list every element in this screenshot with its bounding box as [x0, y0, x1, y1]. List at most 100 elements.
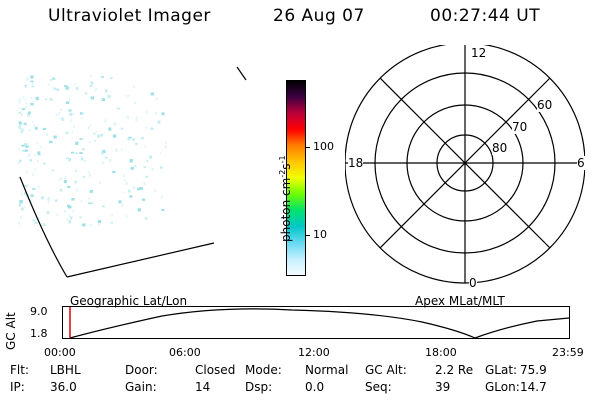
- speckle: [122, 174, 125, 178]
- unit-exp-s: -1: [278, 155, 287, 164]
- colorbar: [286, 80, 306, 276]
- speckle: [20, 192, 23, 195]
- speckle: [18, 176, 20, 179]
- speckle: [116, 107, 120, 110]
- speckle: [150, 92, 155, 96]
- speckle: [49, 140, 53, 144]
- status-value-9: 14.7: [520, 380, 547, 394]
- speckle: [54, 87, 57, 90]
- speckle: [81, 112, 84, 115]
- speckle: [113, 123, 116, 125]
- status-label-6: Gain:: [125, 380, 157, 394]
- time-tick-1800: 18:00: [425, 346, 457, 359]
- speckle: [87, 126, 91, 130]
- colorbar-tick-100: [306, 147, 310, 148]
- speckle: [68, 214, 70, 217]
- speckle: [52, 86, 55, 91]
- mlat-label-70: 70: [512, 120, 528, 134]
- speckle: [75, 169, 78, 172]
- speckle: [31, 85, 35, 88]
- status-label-5: IP:: [10, 380, 25, 394]
- speckle: [73, 126, 76, 128]
- speckle: [25, 101, 28, 105]
- speckle: [128, 136, 132, 139]
- speckle: [101, 205, 105, 208]
- speckle: [144, 217, 148, 220]
- time-tick-2359: 23:59: [552, 346, 584, 359]
- speckle: [71, 137, 74, 139]
- speckle: [27, 113, 30, 117]
- speckle: [88, 197, 90, 201]
- time-tick-0000: 00:00: [44, 346, 76, 359]
- speckle: [80, 157, 84, 161]
- speckle: [23, 122, 27, 125]
- colorbar-gradient: [287, 81, 305, 275]
- speckle: [80, 199, 83, 203]
- speckle: [154, 112, 157, 115]
- speckle: [79, 216, 82, 219]
- speckle: [90, 81, 94, 85]
- speckle: [120, 127, 124, 130]
- speckle: [160, 166, 163, 169]
- colorbar-tick-10: [306, 235, 310, 236]
- speckle: [47, 199, 50, 203]
- speckle: [161, 112, 165, 116]
- date-text: 26 Aug 07: [273, 6, 365, 26]
- speckle: [46, 211, 50, 214]
- speckle: [18, 221, 21, 225]
- speckle: [58, 177, 61, 181]
- speckle: [20, 215, 23, 220]
- alt-tick-9: 9.0: [30, 305, 48, 318]
- speckle: [157, 120, 161, 124]
- earth-limb-bottom: [66, 242, 215, 278]
- speckle: [132, 85, 135, 88]
- unit-exp-cm: -2: [278, 169, 287, 178]
- speckle: [23, 184, 27, 187]
- speckle: [121, 203, 124, 208]
- speckle: [104, 89, 108, 93]
- speckle: [27, 183, 29, 187]
- speckle: [164, 145, 167, 149]
- status-label-3: GC Alt:: [365, 363, 407, 377]
- speckle: [53, 135, 57, 139]
- mlt-label-6: 6: [577, 156, 585, 170]
- speckle: [56, 213, 59, 217]
- speckle: [26, 170, 28, 174]
- apex-coords-title: Apex MLat/MLT: [415, 294, 505, 308]
- speckle: [70, 118, 72, 123]
- speckle: [137, 208, 141, 212]
- speckle: [18, 148, 20, 151]
- speckle: [75, 188, 78, 192]
- speckle: [160, 194, 163, 199]
- speckle: [32, 188, 36, 190]
- speckle: [24, 84, 28, 88]
- time-text: 00:27:44 UT: [430, 6, 541, 26]
- speckle: [82, 223, 86, 227]
- status-value-8: 39: [435, 380, 451, 394]
- speckle: [100, 76, 105, 78]
- speckle: [83, 175, 86, 178]
- speckle: [87, 171, 90, 174]
- speckle: [30, 102, 34, 106]
- status-value-2: Normal: [305, 363, 349, 377]
- speckle: [74, 180, 77, 184]
- speckle: [121, 149, 123, 151]
- speckle: [96, 130, 99, 133]
- speckle: [66, 218, 68, 221]
- speckle: [18, 121, 22, 125]
- speckle: [42, 127, 47, 130]
- speckle: [40, 196, 44, 200]
- speckle: [36, 142, 39, 145]
- speckle: [65, 101, 70, 104]
- speckle: [107, 95, 111, 99]
- speckle: [20, 207, 24, 211]
- alt-tick-1-8: 1.8: [30, 327, 48, 340]
- speckle: [112, 134, 117, 138]
- speckle: [79, 138, 83, 140]
- speckle: [44, 98, 48, 101]
- speckle: [97, 134, 101, 138]
- speckle: [89, 85, 93, 88]
- status-value-7: 0.0: [305, 380, 325, 394]
- speckle: [20, 130, 24, 133]
- status-label-8: Seq:: [365, 380, 392, 394]
